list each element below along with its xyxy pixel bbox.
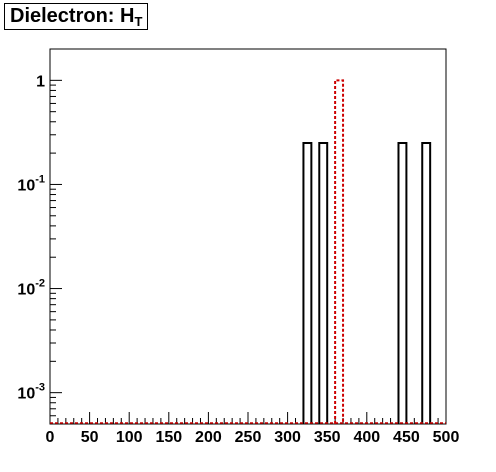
x-tick-label: 150 bbox=[155, 429, 182, 446]
histogram-bar-dashed bbox=[334, 79, 345, 424]
x-tick-label: 50 bbox=[81, 429, 99, 446]
x-tick-label: 0 bbox=[46, 429, 55, 446]
chart-title: Dielectron: HT bbox=[4, 3, 149, 30]
chart-title-main: Dielectron: H bbox=[10, 5, 135, 27]
plot-frame bbox=[49, 48, 447, 425]
x-tick-label: 200 bbox=[195, 429, 222, 446]
x-tick-label: 300 bbox=[274, 429, 301, 446]
y-tick-label: 10-1 bbox=[17, 173, 45, 194]
histogram-bar-solid bbox=[318, 142, 329, 424]
histogram-bar-solid bbox=[421, 142, 432, 424]
histogram-bar-solid bbox=[302, 142, 313, 424]
x-tick-label: 100 bbox=[116, 429, 143, 446]
x-tick-label: 500 bbox=[433, 429, 460, 446]
x-tick-label: 400 bbox=[353, 429, 380, 446]
y-tick-label: 10-2 bbox=[17, 278, 45, 299]
x-tick-label: 450 bbox=[393, 429, 420, 446]
x-tick-label: 350 bbox=[314, 429, 341, 446]
y-tick-label: 10-3 bbox=[17, 382, 45, 403]
chart-title-subscript: T bbox=[134, 14, 143, 29]
y-tick-label: 1 bbox=[36, 73, 45, 90]
histogram-bar-solid bbox=[397, 142, 408, 424]
x-tick-label: 250 bbox=[235, 429, 262, 446]
